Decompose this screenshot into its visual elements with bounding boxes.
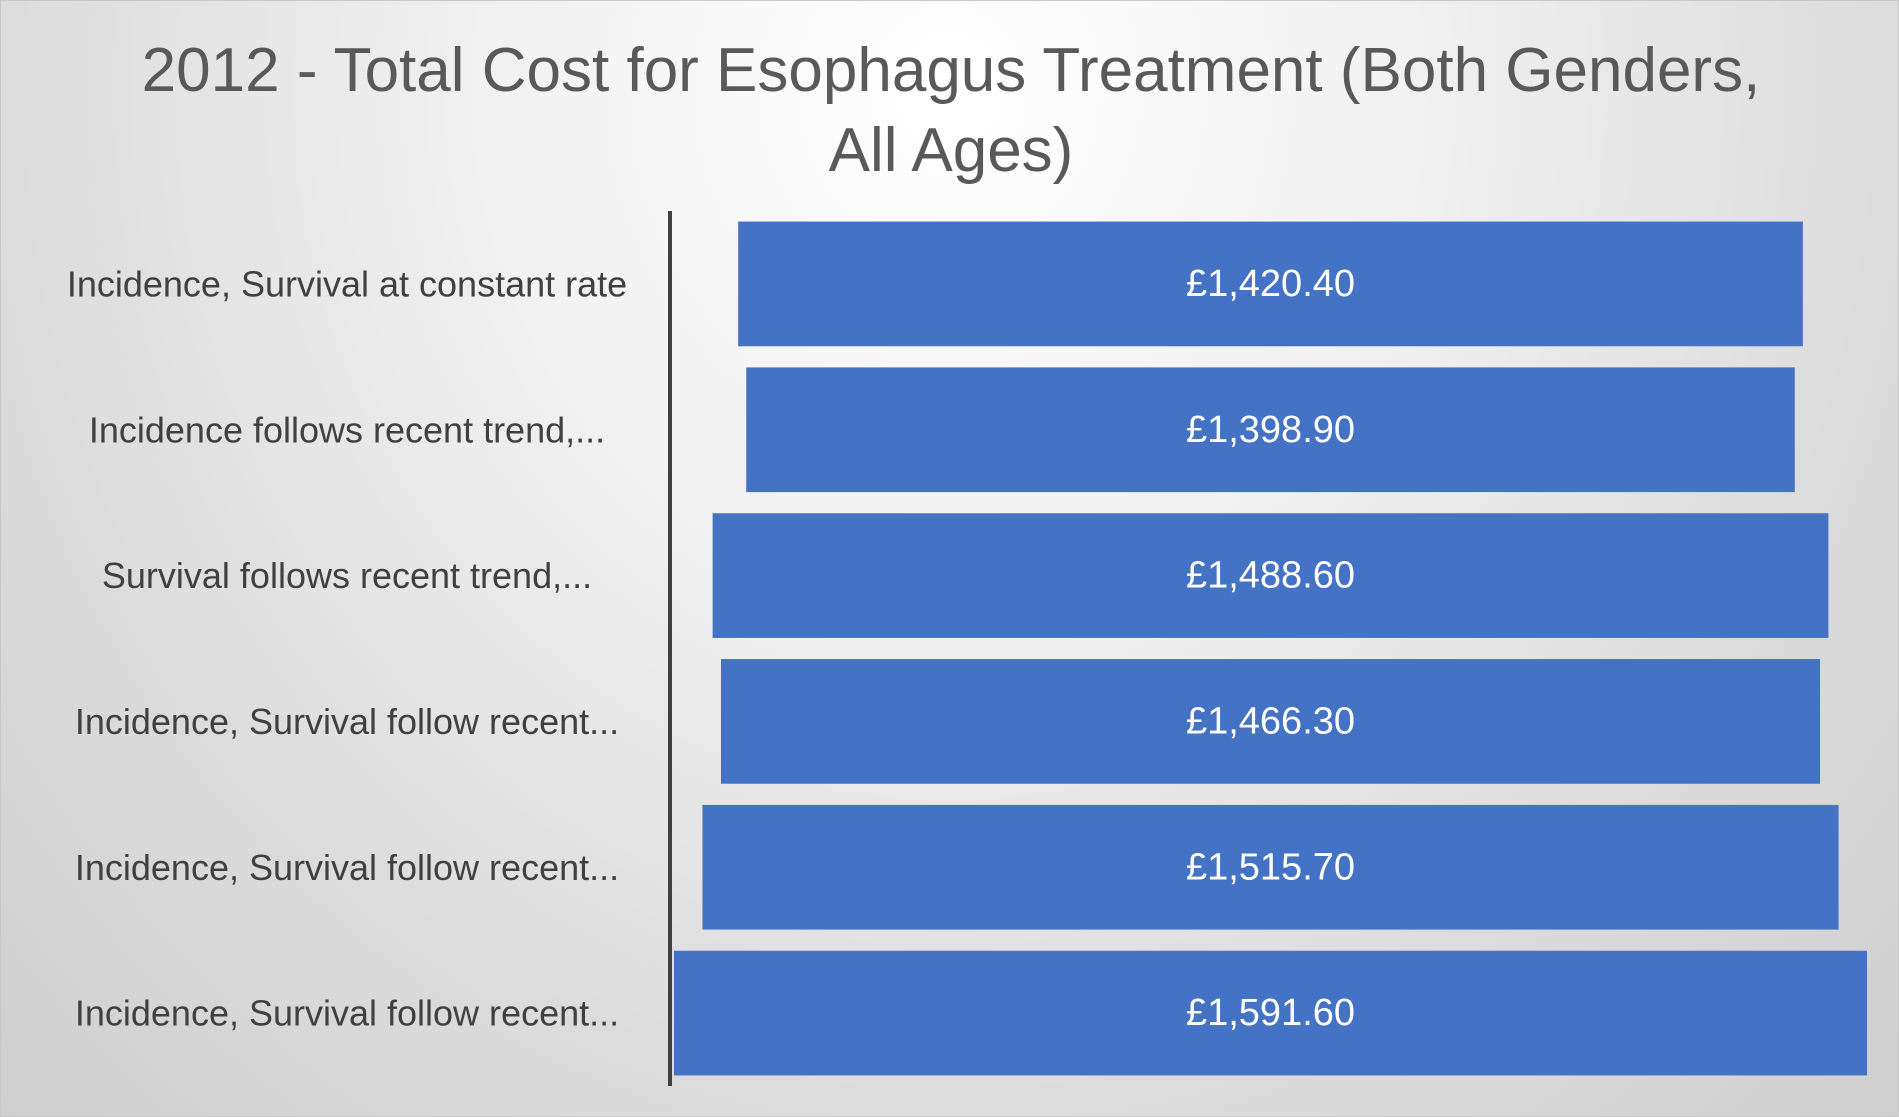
data-label-5: £1,515.70	[1186, 846, 1355, 888]
bar-5[interactable]	[702, 804, 1839, 930]
bar-6[interactable]	[674, 950, 1867, 1076]
category-label-2: Incidence follows recent trend,...	[89, 409, 605, 450]
data-label-2: £1,398.90	[1186, 409, 1355, 451]
category-label-4: Incidence, Survival follow recent...	[75, 701, 619, 742]
data-label-4: £1,466.30	[1186, 700, 1355, 742]
category-label-5: Incidence, Survival follow recent...	[75, 847, 619, 888]
data-label-1: £1,420.40	[1186, 263, 1355, 305]
data-label-3: £1,488.60	[1186, 555, 1355, 597]
category-label-3: Survival follows recent trend,...	[102, 555, 592, 596]
bar-4[interactable]	[720, 659, 1821, 784]
bar-2[interactable]	[746, 367, 1795, 493]
bar-3[interactable]	[712, 513, 1829, 638]
chart-title: 2012 - Total Cost for Esophagus Treatmen…	[141, 36, 1761, 185]
category-label-1: Incidence, Survival at constant rate	[67, 263, 627, 304]
data-label-6: £1,591.60	[1186, 992, 1355, 1034]
category-label-6: Incidence, Survival follow recent...	[75, 993, 619, 1034]
bar-1[interactable]	[738, 221, 1803, 347]
